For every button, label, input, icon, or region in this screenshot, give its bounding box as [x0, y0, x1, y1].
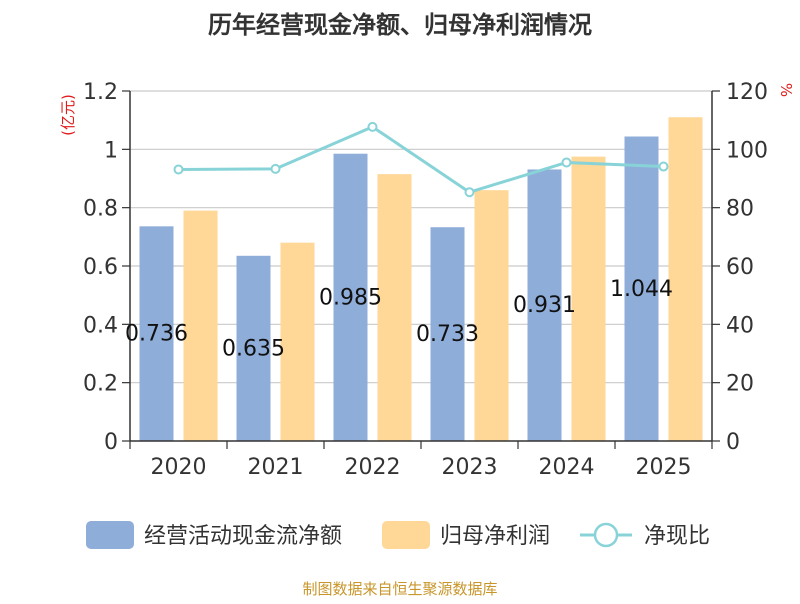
x-axis-tick-label: 2021 [248, 455, 304, 480]
bar-operating-cash-flow [527, 169, 562, 442]
chart-title: 历年经营现金净额、归母净利润情况 [208, 11, 592, 39]
x-axis-tick-label: 2023 [442, 455, 498, 480]
legend-swatch-operating-cash-flow [86, 521, 134, 549]
data-label: 0.931 [513, 293, 576, 318]
right-axis-tick-label: 40 [726, 313, 754, 338]
right-axis-tick-label: 20 [726, 372, 754, 397]
right-axis-tick-label: 100 [726, 138, 768, 163]
x-axis-tick-label: 2025 [636, 455, 692, 480]
bar-operating-cash-flow [333, 153, 368, 442]
legend-label-net-profit: 归母净利润 [440, 524, 550, 549]
bar-net-profit [474, 190, 509, 441]
line-point-net-cash-ratio [658, 161, 669, 172]
left-axis-tick-label: 1 [104, 138, 118, 163]
bar-net-profit [668, 117, 703, 441]
line-point-net-cash-ratio [367, 121, 378, 132]
data-label: 0.733 [416, 322, 479, 347]
line-point-net-cash-ratio [464, 187, 475, 198]
data-label: 0.736 [125, 322, 188, 347]
bar-net-profit [377, 174, 412, 441]
left-axis-tick-label: 0.6 [83, 255, 118, 280]
data-label: 1.044 [610, 277, 673, 302]
left-axis-unit-label: (亿元) [59, 94, 77, 136]
legend-label-net-cash-ratio: 净现比 [644, 524, 710, 549]
left-axis-tick-label: 0.4 [83, 313, 118, 338]
left-axis-tick-label: 0.8 [83, 197, 118, 222]
line-net-cash-ratio [178, 125, 664, 194]
x-axis-tick-label: 2020 [151, 455, 207, 480]
bar-operating-cash-flow [236, 255, 271, 441]
bar-operating-cash-flow [624, 136, 659, 441]
legend-swatch-net-profit [382, 521, 430, 549]
right-axis-tick-label: 120 [726, 80, 768, 105]
left-axis-tick-label: 0 [104, 430, 118, 455]
right-axis-tick-label: 60 [726, 255, 754, 280]
legend-marker-net-cash-ratio [593, 522, 619, 548]
right-axis-unit-label: % [777, 83, 795, 97]
bar-operating-cash-flow [430, 227, 465, 441]
right-axis-tick-label: 80 [726, 197, 754, 222]
line-point-net-cash-ratio [270, 163, 281, 174]
line-point-net-cash-ratio [561, 157, 572, 168]
right-axis-tick-label: 0 [726, 430, 740, 455]
source-note: 制图数据来自恒生聚源数据库 [302, 580, 497, 598]
left-axis-tick-label: 1.2 [83, 80, 118, 105]
x-axis-tick-label: 2022 [345, 455, 401, 480]
bar-net-profit [280, 242, 315, 441]
bar-operating-cash-flow [139, 226, 174, 441]
legend-label-operating-cash-flow: 经营活动现金流净额 [144, 524, 342, 549]
left-axis-tick-label: 0.2 [83, 372, 118, 397]
bar-net-profit [571, 156, 606, 441]
data-label: 0.985 [319, 285, 382, 310]
x-axis-tick-label: 2024 [539, 455, 595, 480]
bar-net-profit [183, 210, 218, 441]
line-point-net-cash-ratio [173, 164, 184, 175]
data-label: 0.635 [222, 336, 285, 361]
